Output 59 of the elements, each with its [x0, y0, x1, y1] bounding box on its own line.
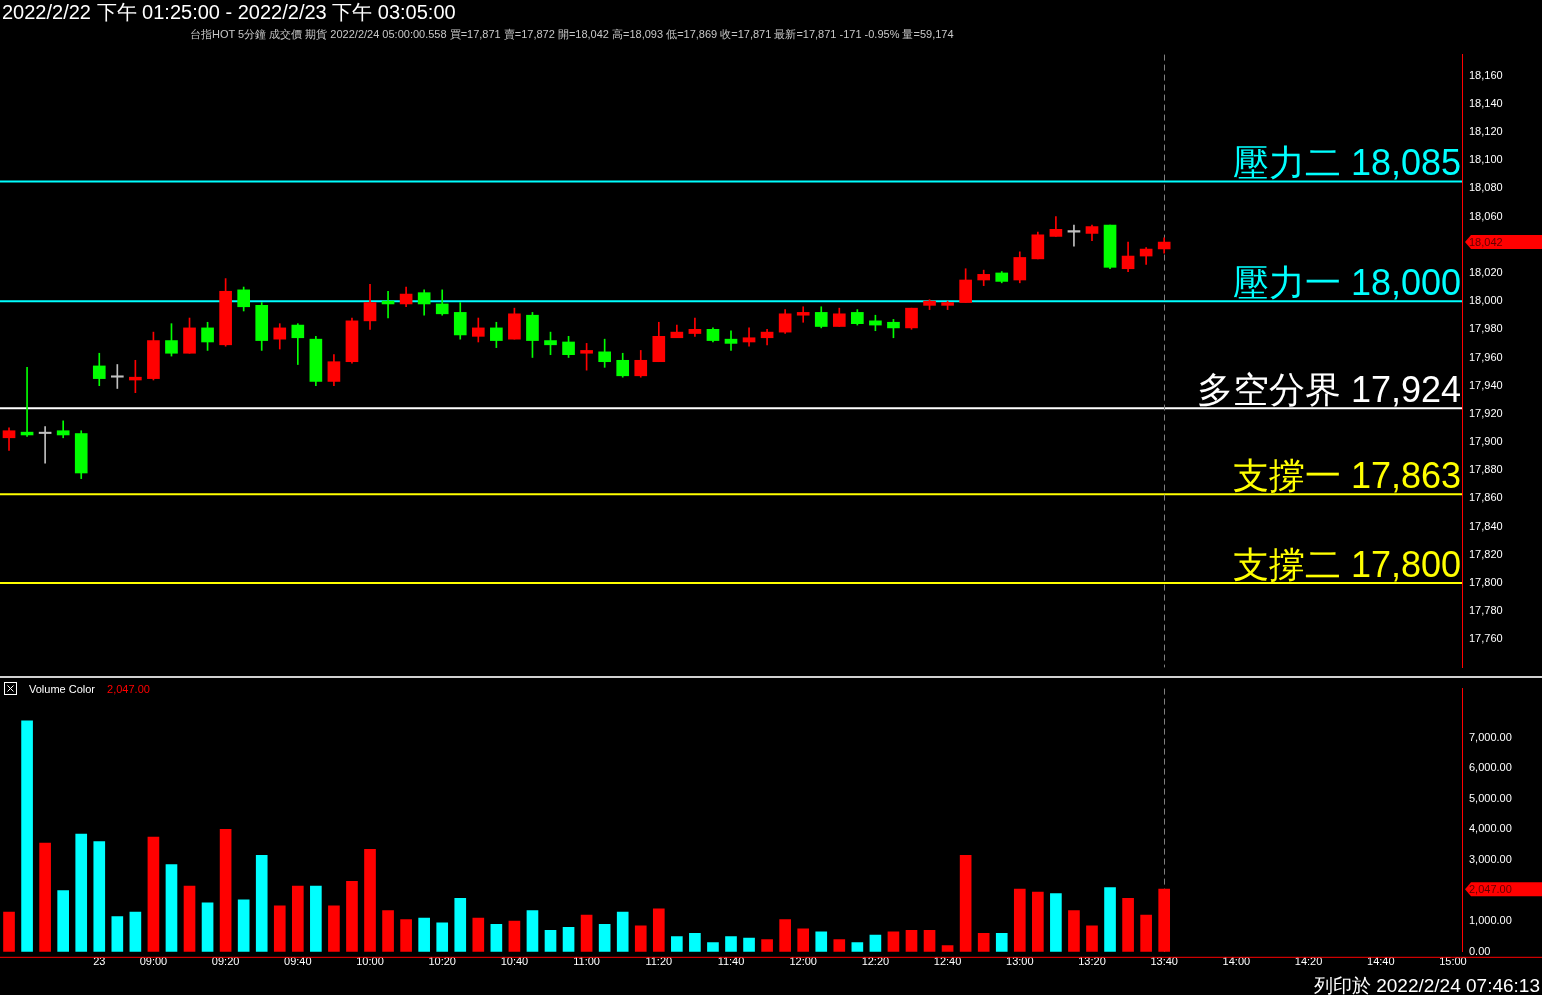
y-tick-label: 17,840: [1469, 519, 1503, 532]
y-tick-label: 18,060: [1469, 209, 1503, 222]
y-tick-label: 18,100: [1469, 153, 1503, 166]
x-tick-label: 15:00: [1439, 955, 1467, 968]
y-tick-label: 18,160: [1469, 68, 1503, 81]
y-tick-label: 17,780: [1469, 604, 1503, 617]
x-tick-label: 09:40: [284, 955, 312, 968]
ref-line-label: 壓力二 18,085: [1232, 142, 1461, 184]
y-tick-label: 7,000.00: [1469, 730, 1512, 743]
y-tick-label: 0.00: [1469, 944, 1491, 957]
x-tick-label: 10:00: [356, 955, 384, 968]
x-tick-label: 12:00: [789, 955, 817, 968]
x-tick-label: 11:00: [573, 955, 600, 968]
x-tick-label: 13:20: [1078, 955, 1106, 968]
y-tick-label: 4,000.00: [1469, 822, 1512, 835]
x-tick-label: 12:40: [933, 955, 962, 968]
x-tick-label: 09:00: [139, 955, 168, 968]
text: 18,042: [1469, 235, 1503, 248]
y-tick-label: 17,760: [1469, 632, 1503, 645]
y-tick-label: 17,820: [1469, 547, 1503, 560]
y-tick-label: 18,080: [1469, 181, 1503, 194]
y-tick-label: 17,960: [1469, 350, 1503, 363]
y-tick-label: 17,980: [1469, 322, 1503, 335]
x-tick-label: 09:20: [211, 955, 240, 968]
ref-line-label: 支撐一 17,863: [1232, 455, 1461, 497]
ref-line-label: 多空分界 17,924: [1196, 369, 1461, 411]
y-tick-label: 18,140: [1469, 96, 1503, 109]
chart-subtitle: 台指HOT 5分鐘 成交價 期貨 2022/2/24 05:00:00.558 買=17,871 賣=17,872 開=18,042 高=18,093 低=17,869 收=17,871 最新=17,871 -171 -0.95% 量=59,174: [190, 27, 954, 42]
y-tick-label: 18,020: [1469, 265, 1503, 278]
x-tick-label: 14:20: [1294, 955, 1323, 968]
x-tick-label: 10:40: [500, 955, 529, 968]
x-tick-label: 14:00: [1222, 955, 1251, 968]
x-tick-label: 23: [93, 955, 106, 968]
x-tick-label: 10:20: [428, 955, 456, 968]
text: 列印於 2022/2/24 07:46:13: [1313, 974, 1540, 995]
y-tick-label: 5,000.00: [1469, 791, 1512, 804]
y-tick-label: 1,000.00: [1469, 914, 1512, 927]
x-tick-label: 11:20: [645, 955, 673, 968]
x-tick-label: 13:40: [1150, 955, 1178, 968]
y-tick-label: 17,920: [1469, 406, 1503, 419]
y-tick-label: 17,800: [1469, 575, 1503, 588]
ref-line-label: 壓力一 18,000: [1232, 262, 1461, 304]
y-tick-label: 17,860: [1469, 491, 1503, 504]
annotation: Volume Color: [29, 682, 96, 695]
y-tick-label: 18,000: [1469, 294, 1503, 307]
x-tick-label: 12:20: [861, 955, 890, 968]
y-tick-label: 17,900: [1469, 435, 1503, 448]
annotation: 2,047.00: [107, 682, 150, 695]
y-tick-label: 17,940: [1469, 378, 1503, 391]
x-tick-label: 11:40: [717, 955, 745, 968]
y-tick-label: 3,000.00: [1469, 853, 1512, 866]
ref-line-label: 支撐二 17,800: [1232, 543, 1461, 585]
x-tick-label: 14:40: [1367, 955, 1395, 968]
y-tick-label: 17,880: [1469, 463, 1503, 476]
y-tick-label: 18,120: [1469, 125, 1503, 138]
x-tick-label: 13:00: [1006, 955, 1034, 968]
y-tick-label: 6,000.00: [1469, 761, 1512, 774]
chart-title: 2022/2/22 下午 01:25:00 - 2022/2/23 下午 03:05:00: [2, 0, 456, 25]
text: 2,047.00: [1469, 883, 1512, 896]
